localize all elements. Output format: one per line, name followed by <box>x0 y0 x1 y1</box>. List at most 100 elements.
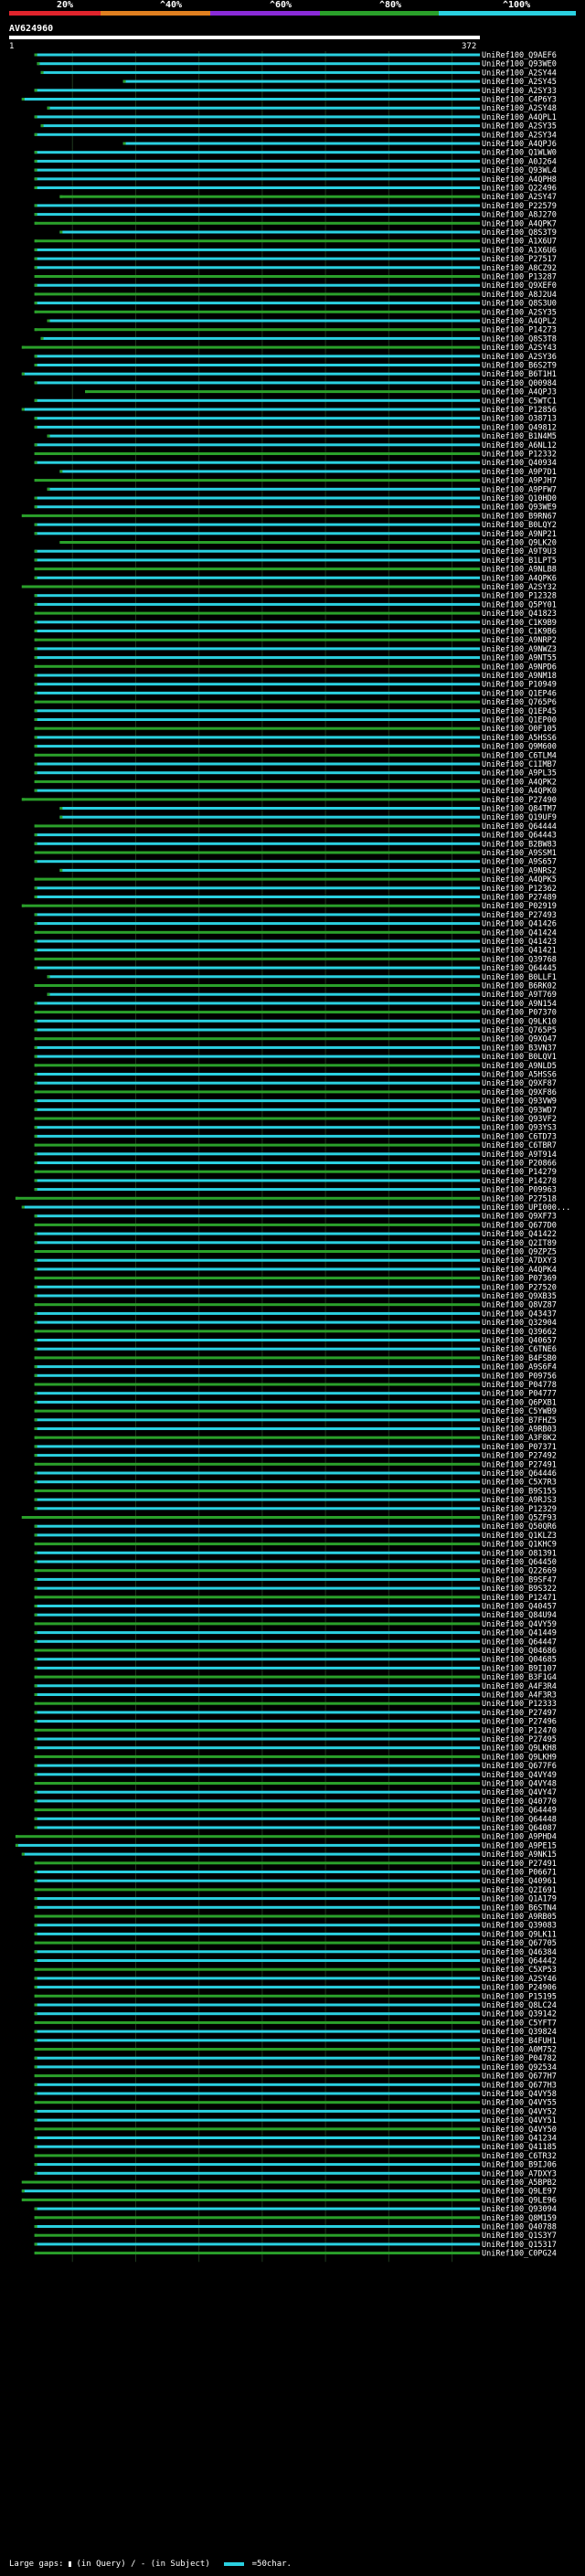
hit-label[interactable]: UniRef100_A6NL12 <box>482 441 557 451</box>
hit-label[interactable]: UniRef100_Q765P6 <box>482 698 557 707</box>
hit-bar[interactable] <box>34 1994 480 1998</box>
hit-bar[interactable] <box>34 664 480 668</box>
hit-bar[interactable] <box>34 532 480 535</box>
hit-bar[interactable] <box>34 1861 480 1865</box>
hit-bar[interactable] <box>34 736 480 739</box>
hit-label[interactable]: UniRef100_P27492 <box>482 1452 557 1461</box>
hit-bar[interactable] <box>21 585 480 588</box>
hit-bar[interactable] <box>34 1897 480 1901</box>
hit-label[interactable]: UniRef100_C6TD73 <box>482 1132 557 1141</box>
hit-label[interactable]: UniRef100_Q41424 <box>482 928 557 938</box>
hit-label[interactable]: UniRef100_A9RB05 <box>482 1913 557 1922</box>
hit-label[interactable]: UniRef100_A4QPK7 <box>482 219 557 228</box>
hit-label[interactable]: UniRef100_A2SY43 <box>482 344 557 353</box>
hit-label[interactable]: UniRef100_A4QPK5 <box>482 875 557 885</box>
hit-label[interactable]: UniRef100_Q4VY49 <box>482 1771 557 1780</box>
hit-label[interactable]: UniRef100_Q4VY50 <box>482 2125 557 2135</box>
hit-label[interactable]: UniRef100_Q41185 <box>482 2143 557 2152</box>
hit-bar[interactable] <box>34 1773 480 1776</box>
hit-label[interactable]: UniRef100_C1IMB7 <box>482 760 557 769</box>
hit-bar[interactable] <box>34 177 480 181</box>
hit-bar[interactable] <box>34 930 480 934</box>
hit-bar[interactable] <box>34 1330 480 1333</box>
hit-label[interactable]: UniRef100_P14279 <box>482 1168 557 1177</box>
hit-bar[interactable] <box>34 1684 480 1688</box>
hit-bar[interactable] <box>34 2003 480 2007</box>
hit-label[interactable]: UniRef100_A9NLB8 <box>482 566 557 575</box>
hit-label[interactable]: UniRef100_P27520 <box>482 1283 557 1292</box>
hit-label[interactable]: UniRef100_Q93VF2 <box>482 1115 557 1124</box>
hit-label[interactable]: UniRef100_Q1KLZ3 <box>482 1532 557 1541</box>
hit-bar[interactable] <box>34 1339 480 1341</box>
hit-bar[interactable] <box>34 1108 480 1111</box>
hit-label[interactable]: UniRef100_Q40770 <box>482 1797 557 1807</box>
hit-label[interactable]: UniRef100_A4F3R4 <box>482 1682 557 1691</box>
hit-label[interactable]: UniRef100_A8J270 <box>482 211 557 220</box>
hit-label[interactable]: UniRef100_P07370 <box>482 1009 557 1018</box>
hit-bar[interactable] <box>34 1711 480 1714</box>
hit-bar[interactable] <box>34 1675 480 1679</box>
hit-label[interactable]: UniRef100_A9NM18 <box>482 672 557 681</box>
hit-bar[interactable] <box>34 1090 480 1094</box>
hit-bar[interactable] <box>34 364 480 366</box>
hit-label[interactable]: UniRef100_A4QPK2 <box>482 778 557 787</box>
hit-label[interactable]: UniRef100_Q39662 <box>482 1328 557 1337</box>
hit-bar[interactable] <box>34 1658 480 1661</box>
hit-label[interactable]: UniRef100_Q93WL4 <box>482 166 557 175</box>
hit-bar[interactable] <box>34 425 480 429</box>
hit-bar[interactable] <box>34 1586 480 1590</box>
hit-label[interactable]: UniRef100_Q9LK11 <box>482 1930 557 1939</box>
hit-label[interactable]: UniRef100_Q9LK20 <box>482 539 557 548</box>
hit-label[interactable]: UniRef100_Q10HD0 <box>482 494 557 504</box>
hit-bar[interactable] <box>34 443 480 447</box>
hit-bar[interactable] <box>34 328 480 332</box>
hit-label[interactable]: UniRef100_Q8VZ87 <box>482 1301 557 1310</box>
hit-label[interactable]: UniRef100_B7FHZ5 <box>482 1416 557 1426</box>
hit-bar[interactable] <box>21 2180 480 2184</box>
hit-label[interactable]: UniRef100_Q93094 <box>482 2205 557 2214</box>
hit-label[interactable]: UniRef100_Q40934 <box>482 459 557 468</box>
hit-label[interactable]: UniRef100_Q677D0 <box>482 1221 557 1230</box>
hit-label[interactable]: UniRef100_A9PFW7 <box>482 485 557 494</box>
hit-bar[interactable] <box>34 1011 480 1014</box>
hit-bar[interactable] <box>47 487 480 491</box>
hit-label[interactable]: UniRef100_Q41234 <box>482 2135 557 2144</box>
hit-label[interactable]: UniRef100_P24906 <box>482 1984 557 1993</box>
hit-bar[interactable] <box>34 1223 480 1226</box>
hit-label[interactable]: UniRef100_Q19UF9 <box>482 813 557 822</box>
hit-bar[interactable] <box>34 683 480 686</box>
hit-bar[interactable] <box>34 1241 480 1245</box>
hit-label[interactable]: UniRef100_Q64442 <box>482 1957 557 1966</box>
hit-bar[interactable] <box>34 1002 480 1005</box>
hit-bar[interactable] <box>34 1311 480 1315</box>
hit-bar[interactable] <box>15 1843 480 1847</box>
hit-bar[interactable] <box>34 1790 480 1794</box>
hit-bar[interactable] <box>34 1232 480 1235</box>
hit-bar[interactable] <box>34 1507 480 1511</box>
hit-label[interactable]: UniRef100_B9S155 <box>482 1487 557 1496</box>
hit-bar[interactable] <box>34 1905 480 1909</box>
hit-bar[interactable] <box>122 142 480 145</box>
hit-label[interactable]: UniRef100_A0J264 <box>482 157 557 166</box>
hit-bar[interactable] <box>34 2056 480 2060</box>
hit-bar[interactable] <box>34 1879 480 1882</box>
hit-label[interactable]: UniRef100_Q67705 <box>482 1939 557 1948</box>
hit-label[interactable]: UniRef100_P10949 <box>482 681 557 690</box>
hit-bar[interactable] <box>34 602 480 606</box>
hit-label[interactable]: UniRef100_Q9XF87 <box>482 1079 557 1088</box>
hit-label[interactable]: UniRef100_Q9AEF6 <box>482 51 557 60</box>
hit-label[interactable]: UniRef100_P04777 <box>482 1390 557 1399</box>
hit-bar[interactable] <box>34 2118 480 2122</box>
hit-bar[interactable] <box>34 1871 480 1873</box>
hit-label[interactable]: UniRef100_Q40457 <box>482 1603 557 1612</box>
hit-bar[interactable] <box>34 1064 480 1067</box>
hit-label[interactable]: UniRef100_B9I107 <box>482 1664 557 1673</box>
hit-label[interactable]: UniRef100_P12362 <box>482 885 557 894</box>
hit-label[interactable]: UniRef100_Q64449 <box>482 1807 557 1816</box>
hit-bar[interactable] <box>34 1073 480 1076</box>
hit-bar[interactable] <box>34 151 480 154</box>
hit-bar[interactable] <box>85 390 480 394</box>
hit-bar[interactable] <box>34 1720 480 1723</box>
hit-label[interactable]: UniRef100_Q8S3T8 <box>482 334 557 344</box>
hit-label[interactable]: UniRef100_A9PL35 <box>482 769 557 779</box>
